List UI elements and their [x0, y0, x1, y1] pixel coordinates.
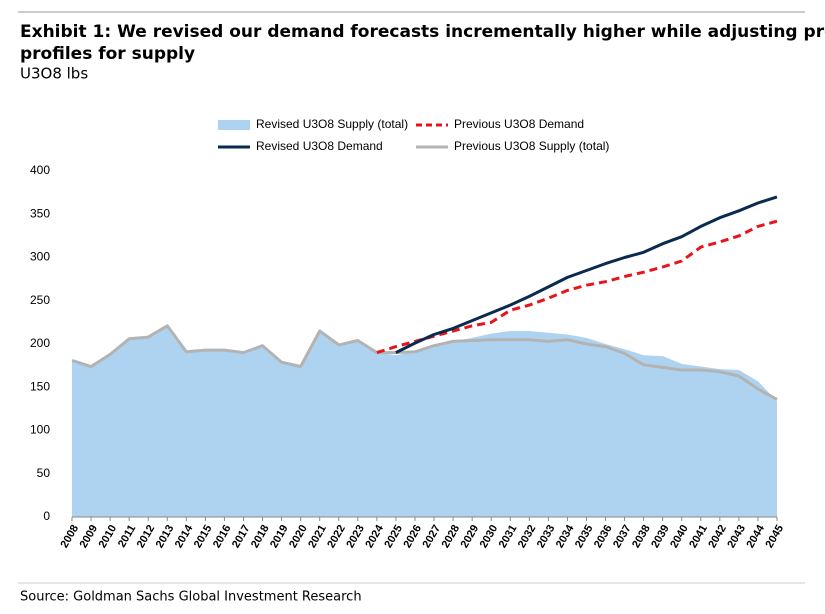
x-tick-label: 2019 — [268, 523, 291, 550]
x-tick-label: 2039 — [649, 523, 672, 550]
legend-label: Revised U3O8 Demand — [256, 139, 383, 153]
y-tick-label: 250 — [30, 293, 50, 307]
x-tick-label: 2028 — [440, 523, 463, 550]
legend-label: Previous U3O8 Supply (total) — [454, 139, 609, 153]
x-tick-label: 2034 — [554, 522, 577, 550]
x-tick-label: 2041 — [687, 523, 710, 550]
x-tick-label: 2025 — [382, 523, 405, 550]
x-tick-label: 2033 — [535, 523, 558, 550]
x-tick-label: 2014 — [173, 522, 196, 550]
y-tick-label: 150 — [30, 379, 50, 393]
x-tick-label: 2009 — [78, 523, 101, 550]
y-tick-label: 350 — [30, 206, 50, 220]
source-note: Source: Goldman Sachs Global Investment … — [20, 590, 362, 605]
legend-label: Revised U3O8 Supply (total) — [256, 117, 408, 131]
y-tick-label: 50 — [37, 466, 51, 480]
y-tick-label: 200 — [30, 336, 50, 350]
x-tick-label: 2018 — [249, 523, 272, 550]
x-tick-label: 2037 — [611, 523, 634, 550]
x-tick-label: 2032 — [516, 523, 539, 550]
x-tick-label: 2013 — [154, 523, 177, 550]
x-tick-label: 2030 — [478, 523, 501, 550]
chart-title: profiles for supply — [20, 44, 195, 64]
y-tick-label: 0 — [43, 509, 50, 523]
x-tick-label: 2043 — [725, 523, 748, 550]
x-tick-label: 2023 — [344, 523, 367, 550]
x-tick-label: 2021 — [306, 523, 329, 550]
line — [376, 219, 778, 355]
x-tick-label: 2040 — [668, 523, 691, 550]
x-tick-label: 2026 — [401, 523, 424, 550]
legend-label: Previous U3O8 Demand — [454, 117, 584, 131]
x-tick-label: 2042 — [706, 523, 729, 550]
chart-title: Exhibit 1: We revised our demand forecas… — [20, 22, 825, 42]
x-tick-label: 2012 — [135, 523, 158, 550]
x-tick-label: 2031 — [497, 523, 520, 550]
x-tick-label: 2038 — [630, 523, 653, 550]
x-tick-label: 2011 — [116, 523, 138, 550]
x-tick-label: 2016 — [211, 523, 234, 550]
x-tick-label: 2027 — [421, 523, 444, 550]
y-tick-label: 300 — [30, 250, 50, 264]
y-tick-label: 400 — [30, 163, 50, 177]
x-tick-label: 2036 — [592, 523, 615, 550]
y-tick-label: 100 — [30, 423, 50, 437]
x-tick-label: 2022 — [325, 523, 348, 550]
x-tick-label: 2020 — [287, 523, 310, 550]
x-tick-label: 2045 — [763, 523, 786, 550]
area — [72, 325, 777, 517]
x-tick-label: 2017 — [230, 523, 253, 550]
x-tick-label: 2035 — [573, 523, 596, 550]
line — [395, 195, 778, 354]
x-tick-label: 2015 — [192, 523, 215, 550]
legend-swatch — [218, 120, 250, 130]
line — [71, 324, 778, 401]
chart-subtitle: U3O8 lbs — [20, 65, 88, 83]
x-tick-label: 2044 — [744, 522, 767, 550]
x-tick-label: 2008 — [58, 523, 81, 550]
x-tick-label: 2024 — [363, 522, 386, 550]
x-tick-label: 2010 — [97, 523, 120, 550]
x-tick-label: 2029 — [459, 523, 482, 550]
